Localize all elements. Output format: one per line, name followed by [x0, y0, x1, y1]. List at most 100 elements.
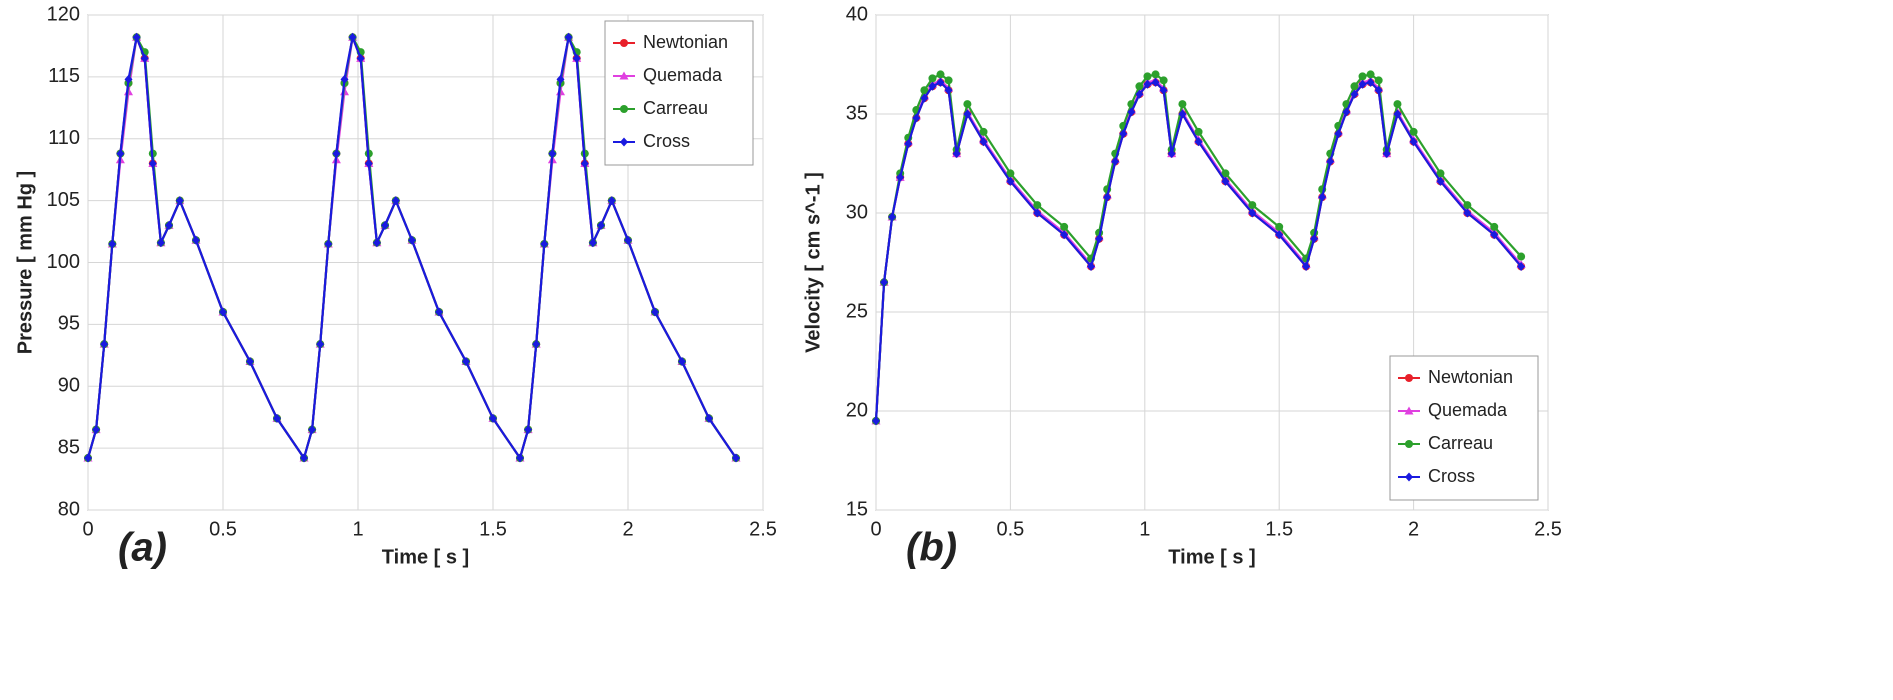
marker	[1275, 222, 1284, 231]
x-tick-label: 1.5	[1265, 518, 1293, 540]
marker	[1060, 230, 1069, 240]
marker	[548, 149, 557, 159]
marker	[620, 137, 628, 147]
marker	[1111, 157, 1120, 167]
marker	[1248, 208, 1257, 218]
marker	[540, 239, 549, 249]
marker	[1159, 76, 1168, 85]
marker	[1087, 261, 1096, 271]
marker	[116, 149, 125, 159]
marker	[1310, 234, 1319, 244]
y-tick-label: 85	[58, 436, 80, 458]
marker	[246, 357, 254, 366]
marker	[1405, 440, 1413, 448]
marker	[372, 238, 381, 248]
y-tick-label: 90	[58, 375, 80, 397]
marker	[1194, 127, 1203, 136]
legend-label: Newtonian	[1428, 367, 1513, 387]
x-tick-label: 2.5	[1534, 518, 1562, 540]
marker	[516, 453, 524, 463]
y-tick-label: 115	[48, 65, 80, 87]
marker	[888, 212, 897, 222]
marker	[1393, 109, 1402, 119]
y-tick-label: 120	[47, 3, 80, 25]
marker	[1405, 374, 1413, 382]
marker	[1409, 127, 1418, 136]
legend-label: Carreau	[1428, 433, 1493, 453]
marker	[1318, 192, 1327, 202]
y-tick-label: 80	[58, 498, 80, 520]
x-axis-title: Time [ s ]	[1168, 546, 1255, 568]
marker	[1404, 406, 1414, 415]
marker	[308, 425, 317, 435]
marker	[732, 453, 740, 463]
marker	[1221, 169, 1230, 178]
panel-label: (b)	[906, 526, 957, 570]
marker	[1490, 222, 1499, 231]
marker	[1517, 252, 1526, 261]
marker	[1366, 70, 1375, 79]
marker	[1490, 230, 1499, 240]
marker	[124, 74, 133, 84]
marker	[391, 196, 400, 206]
marker	[1350, 82, 1359, 91]
marker	[1143, 72, 1152, 81]
marker	[148, 159, 157, 168]
marker	[620, 105, 628, 113]
marker	[979, 127, 988, 136]
marker	[1033, 208, 1042, 218]
y-tick-label: 35	[846, 102, 868, 124]
y-tick-label: 20	[846, 399, 868, 421]
marker	[1275, 230, 1284, 240]
marker	[316, 339, 325, 349]
marker	[624, 235, 632, 245]
marker	[556, 74, 565, 84]
y-tick-label: 105	[47, 189, 80, 211]
marker	[944, 85, 953, 95]
marker	[1151, 77, 1160, 87]
marker	[1358, 79, 1367, 89]
y-tick-label: 30	[846, 201, 868, 223]
marker	[597, 220, 605, 230]
x-tick-label: 0.5	[209, 518, 237, 540]
legend-label: Newtonian	[643, 32, 728, 52]
marker	[100, 339, 109, 349]
marker	[273, 413, 281, 423]
y-axis-title: Velocity [ cm s^-1 ]	[802, 172, 824, 353]
marker	[140, 53, 149, 63]
marker	[1350, 89, 1359, 99]
x-tick-label: 1	[1139, 518, 1150, 540]
marker	[979, 137, 988, 147]
marker	[1382, 149, 1391, 159]
y-tick-label: 15	[846, 498, 868, 520]
marker	[175, 196, 184, 206]
marker	[912, 113, 921, 123]
marker	[524, 425, 533, 435]
marker	[1374, 85, 1383, 95]
marker	[952, 149, 961, 159]
y-axis-title: Pressure [ mm Hg ]	[14, 171, 36, 354]
marker	[1006, 176, 1015, 186]
marker	[920, 86, 929, 95]
marker	[1326, 157, 1335, 167]
marker	[580, 159, 589, 168]
marker	[300, 453, 308, 463]
marker	[435, 307, 443, 317]
x-tick-label: 1.5	[479, 518, 507, 540]
x-axis-title: Time [ s ]	[382, 546, 469, 568]
marker	[1436, 169, 1445, 178]
legend-label: Quemada	[1428, 400, 1508, 420]
legend-label: Quemada	[643, 65, 723, 85]
marker	[572, 53, 581, 63]
marker	[408, 235, 416, 245]
x-tick-label: 0	[82, 518, 93, 540]
marker	[1374, 76, 1383, 85]
marker	[936, 70, 945, 79]
marker	[1135, 89, 1144, 99]
marker	[1178, 100, 1187, 109]
marker	[564, 32, 573, 42]
marker	[928, 81, 937, 91]
marker	[1178, 109, 1187, 119]
marker	[1119, 129, 1128, 139]
marker	[489, 413, 497, 423]
